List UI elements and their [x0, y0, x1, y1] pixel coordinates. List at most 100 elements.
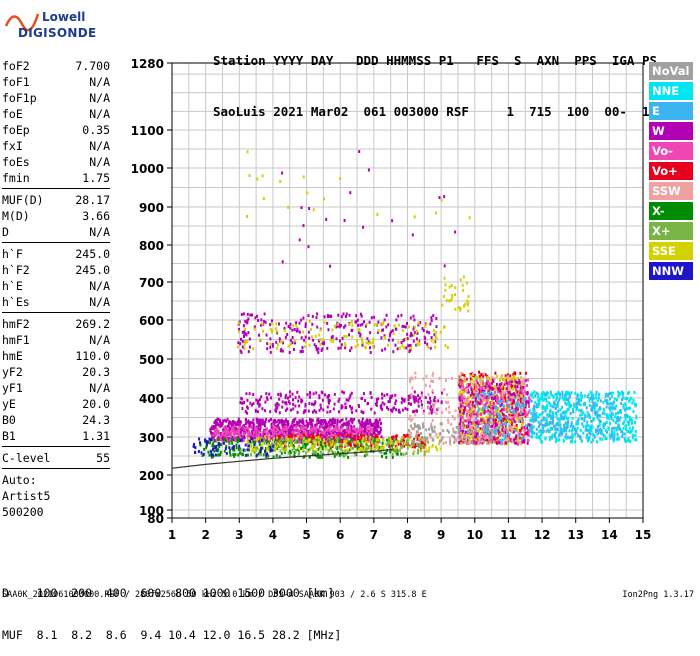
- data-point: [251, 448, 253, 451]
- data-point: [289, 351, 291, 354]
- data-point: [599, 438, 601, 441]
- data-point: [469, 423, 471, 426]
- data-point: [219, 454, 221, 457]
- data-point: [312, 447, 314, 450]
- data-point: [564, 394, 566, 397]
- data-point: [270, 328, 272, 331]
- data-point: [225, 434, 227, 437]
- data-point: [248, 421, 250, 424]
- data-point: [255, 435, 257, 438]
- data-point: [240, 439, 242, 442]
- data-point: [542, 405, 544, 408]
- data-point: [383, 394, 385, 397]
- data-point: [246, 406, 248, 409]
- data-point: [220, 423, 222, 426]
- data-point: [425, 384, 427, 387]
- data-point: [460, 372, 462, 375]
- data-point: [486, 382, 488, 385]
- data-point: [302, 443, 304, 446]
- data-point: [321, 349, 323, 352]
- data-point: [268, 420, 270, 423]
- data-point: [348, 323, 350, 326]
- data-point: [407, 447, 409, 450]
- data-point: [436, 325, 438, 328]
- data-point: [559, 393, 561, 396]
- data-point: [600, 428, 602, 431]
- data-point: [571, 391, 573, 394]
- data-point: [418, 405, 420, 408]
- data-point: [278, 398, 280, 401]
- data-point: [320, 343, 322, 346]
- data-point: [341, 407, 343, 410]
- data-point: [432, 372, 434, 375]
- data-point: [508, 405, 510, 408]
- data-point: [464, 419, 466, 422]
- data-point: [366, 421, 368, 424]
- data-point: [408, 417, 410, 420]
- data-point: [357, 324, 359, 327]
- data-point: [473, 390, 475, 393]
- data-point: [309, 396, 311, 399]
- data-point: [361, 337, 363, 340]
- data-point: [328, 438, 330, 441]
- data-point: [498, 441, 500, 444]
- data-point: [440, 422, 442, 425]
- data-point: [520, 397, 522, 400]
- data-point: [413, 410, 415, 413]
- data-point: [591, 400, 593, 403]
- chart-data-points: [193, 150, 638, 459]
- data-point: [296, 391, 298, 394]
- data-point: [319, 456, 321, 459]
- data-point: [525, 392, 527, 395]
- data-point: [488, 394, 490, 397]
- data-point: [595, 430, 597, 433]
- data-point: [581, 395, 583, 398]
- data-point: [258, 401, 260, 404]
- data-point: [362, 432, 364, 435]
- data-point: [405, 326, 407, 329]
- data-point: [434, 346, 436, 349]
- data-point: [563, 439, 565, 442]
- data-point: [259, 339, 261, 342]
- data-point: [203, 448, 205, 451]
- data-point: [477, 390, 479, 393]
- data-point: [462, 423, 464, 426]
- data-point: [479, 386, 481, 389]
- data-point: [571, 421, 573, 424]
- data-point: [305, 336, 307, 339]
- data-point: [415, 435, 417, 438]
- data-point: [330, 449, 332, 452]
- data-point: [258, 405, 260, 408]
- data-point: [413, 395, 415, 398]
- data-point: [327, 314, 329, 317]
- data-point: [311, 323, 313, 326]
- data-point: [355, 314, 357, 317]
- data-point: [322, 408, 324, 411]
- data-point: [309, 320, 311, 323]
- data-point: [280, 349, 282, 352]
- data-point: [567, 436, 569, 439]
- data-point: [453, 441, 455, 444]
- data-point: [262, 431, 264, 434]
- data-point: [258, 440, 260, 443]
- data-point: [341, 390, 343, 393]
- data-point: [299, 331, 301, 334]
- data-point: [617, 412, 619, 415]
- data-point: [449, 286, 451, 289]
- data-point: [212, 448, 214, 451]
- data-point: [332, 340, 334, 343]
- data-point: [619, 409, 621, 412]
- data-point: [327, 411, 329, 414]
- data-point: [496, 412, 498, 415]
- data-point: [489, 413, 491, 416]
- data-point: [580, 392, 582, 395]
- data-point: [463, 395, 465, 398]
- data-point: [496, 424, 498, 427]
- data-point: [272, 444, 274, 447]
- data-point: [554, 435, 556, 438]
- data-point: [432, 430, 434, 433]
- data-point: [527, 439, 529, 442]
- data-point: [312, 315, 314, 318]
- data-point: [361, 344, 363, 347]
- data-point: [487, 392, 489, 395]
